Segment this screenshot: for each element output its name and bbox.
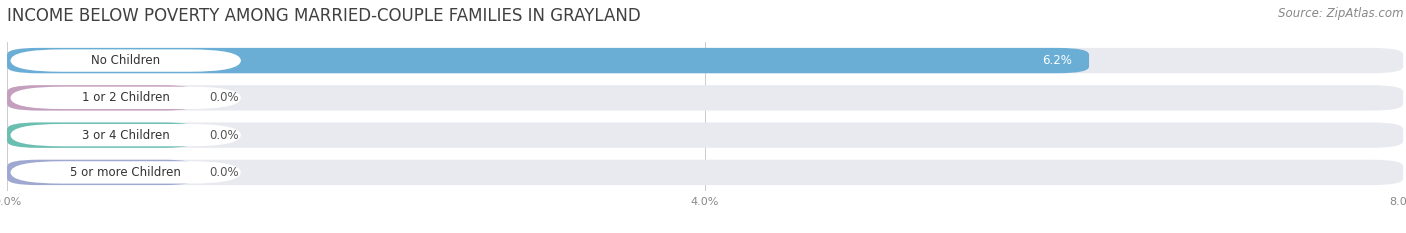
FancyBboxPatch shape	[7, 85, 195, 110]
Text: INCOME BELOW POVERTY AMONG MARRIED-COUPLE FAMILIES IN GRAYLAND: INCOME BELOW POVERTY AMONG MARRIED-COUPL…	[7, 7, 641, 25]
Text: 0.0%: 0.0%	[209, 166, 239, 179]
Text: 1 or 2 Children: 1 or 2 Children	[82, 91, 170, 104]
FancyBboxPatch shape	[10, 124, 240, 146]
FancyBboxPatch shape	[7, 123, 1403, 148]
FancyBboxPatch shape	[7, 123, 195, 148]
FancyBboxPatch shape	[10, 87, 240, 109]
FancyBboxPatch shape	[7, 48, 1403, 73]
FancyBboxPatch shape	[10, 161, 240, 184]
Text: Source: ZipAtlas.com: Source: ZipAtlas.com	[1278, 7, 1403, 20]
Text: No Children: No Children	[91, 54, 160, 67]
Text: 5 or more Children: 5 or more Children	[70, 166, 181, 179]
Text: 0.0%: 0.0%	[209, 91, 239, 104]
FancyBboxPatch shape	[7, 48, 1090, 73]
Text: 3 or 4 Children: 3 or 4 Children	[82, 129, 170, 142]
Text: 6.2%: 6.2%	[1042, 54, 1071, 67]
Text: 0.0%: 0.0%	[209, 129, 239, 142]
FancyBboxPatch shape	[7, 160, 195, 185]
FancyBboxPatch shape	[7, 160, 1403, 185]
FancyBboxPatch shape	[10, 49, 240, 72]
FancyBboxPatch shape	[7, 85, 1403, 110]
